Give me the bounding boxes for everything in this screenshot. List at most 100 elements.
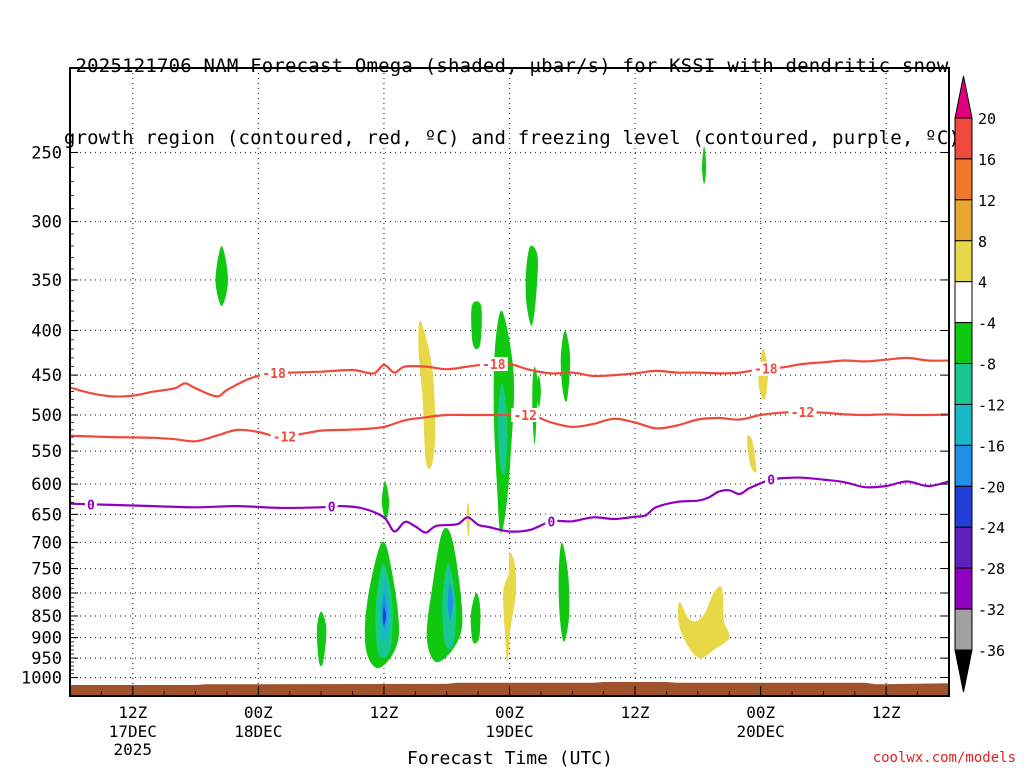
omega-region-upward-motion-1 xyxy=(215,246,228,307)
colorbar-bin xyxy=(954,567,973,610)
colorbar-bin xyxy=(954,444,973,487)
contour-label-bg xyxy=(511,408,540,423)
omega-region-subsidence-5 xyxy=(746,434,757,473)
contour-label-bg xyxy=(765,472,778,487)
colorbar-label: 16 xyxy=(978,151,996,169)
colorbar-label: -4 xyxy=(978,315,996,333)
omega-region-upward-motion-21 xyxy=(447,583,453,621)
omega-region-upward-motion-5 xyxy=(525,245,538,326)
colorbar-label: -28 xyxy=(978,560,1005,578)
contour-lines: -18 -18 -18 -12 -12 -12 0 0 0 0 xyxy=(70,356,949,534)
omega-region-upward-motion-20 xyxy=(382,607,386,625)
omega-region-upward-motion-9 xyxy=(381,480,390,521)
omega-region-upward-motion-6 xyxy=(532,366,538,445)
contour-label-bg xyxy=(84,497,97,512)
colorbar-label: 20 xyxy=(978,110,996,128)
contour-label: 0 xyxy=(547,515,555,530)
y-tick-label: 750 xyxy=(31,560,62,580)
omega-region-upward-motion-14 xyxy=(470,592,481,644)
colorbar: 20 16 12 8 4 -4 -8 -12 -16 -20 -24 -28 -32 -36 xyxy=(954,75,1005,693)
contour-label-bg xyxy=(788,404,817,419)
y-tick-label: 300 xyxy=(31,213,62,233)
colorbar-bin xyxy=(954,158,973,201)
x-tick-label-date: 18DEC xyxy=(234,722,282,741)
x-tick-label-time: 00Z xyxy=(244,703,273,722)
x-tick-label-date: 19DEC xyxy=(485,722,533,741)
contour-label: -18 xyxy=(754,363,778,378)
contour-label-bg xyxy=(325,499,338,514)
y-tick-label: 950 xyxy=(31,649,62,669)
contour-label: -12 xyxy=(513,409,536,424)
contour-label: 0 xyxy=(328,501,336,516)
contour-label: -12 xyxy=(273,430,296,445)
y-tick-label: 450 xyxy=(31,366,62,386)
colorbar-bin xyxy=(954,608,973,651)
y-tick-label: 400 xyxy=(31,322,62,342)
omega-region-subsidence-1 xyxy=(418,320,436,469)
y-tick-label: 650 xyxy=(31,505,62,525)
omega-region-subsidence-3 xyxy=(466,502,470,538)
colorbar-label: -32 xyxy=(978,601,1005,619)
contour-label: -12 xyxy=(791,406,814,421)
colorbar-bin-min xyxy=(954,649,973,693)
pressure-axis: 2503003504004505005506006507007508008509… xyxy=(21,144,949,689)
x-tick-label-time: 00Z xyxy=(495,703,524,722)
y-tick-label: 900 xyxy=(31,629,62,649)
omega-region-upward-motion-7 xyxy=(536,375,541,408)
colorbar-bin xyxy=(954,240,973,283)
y-tick-label: 250 xyxy=(31,144,62,164)
colorbar-label: -36 xyxy=(978,642,1005,660)
omega-region-upward-motion-8 xyxy=(560,330,571,402)
y-tick-label: 850 xyxy=(31,607,62,627)
omega-region-upward-motion-11 xyxy=(316,611,327,667)
omega-region-subsidence-2 xyxy=(503,552,517,663)
y-tick-label: 350 xyxy=(31,271,62,291)
omega-region-upward-motion-3 xyxy=(471,301,482,350)
y-tick-label: 800 xyxy=(31,584,62,604)
y-tick-label: 550 xyxy=(31,442,62,462)
x-tick-label-time: 12Z xyxy=(369,703,398,722)
contour-label-bg xyxy=(479,357,508,372)
contour-label: 0 xyxy=(767,474,775,489)
omega-region-subsidence-6 xyxy=(678,586,730,659)
contour-label: -18 xyxy=(262,367,286,382)
y-tick-label: 600 xyxy=(31,475,62,495)
x-tick-label-time: 12Z xyxy=(872,703,901,722)
colorbar-label: -24 xyxy=(978,519,1005,537)
colorbar-label: 12 xyxy=(978,192,996,210)
x-tick-label-date: 20DEC xyxy=(737,722,785,741)
x-tick-label-year: 2025 xyxy=(114,740,153,759)
contour-label-bg xyxy=(270,429,299,444)
colorbar-bin xyxy=(954,281,973,324)
colorbar-label: -12 xyxy=(978,396,1005,414)
colorbar-bin xyxy=(954,322,973,365)
colorbar-label: -16 xyxy=(978,437,1005,455)
omega-region-upward-motion-15 xyxy=(497,383,508,475)
colorbar-bin xyxy=(954,199,973,242)
credit-text: coolwx.com/models xyxy=(872,750,1016,766)
y-tick-label: 500 xyxy=(31,406,62,426)
colorbar-bin xyxy=(954,363,973,405)
contour-label-bg xyxy=(751,361,780,376)
omega-region-upward-motion-10 xyxy=(558,542,570,642)
colorbar-bin xyxy=(954,403,973,446)
contour-line xyxy=(70,476,949,534)
y-tick-label: 700 xyxy=(31,533,62,553)
x-tick-label-time: 12Z xyxy=(621,703,650,722)
colorbar-label: -20 xyxy=(978,478,1005,496)
contour-label: 0 xyxy=(87,498,95,513)
y-tick-label: 1000 xyxy=(21,669,62,689)
x-axis-label: Forecast Time (UTC) xyxy=(407,748,613,768)
contour-label: -18 xyxy=(482,358,506,373)
x-tick-label-time: 00Z xyxy=(746,703,775,722)
colorbar-bin xyxy=(954,485,973,528)
x-tick-label-date: 17DEC xyxy=(109,722,157,741)
colorbar-bin xyxy=(954,117,973,160)
omega-shading xyxy=(215,146,769,669)
colorbar-bin-max xyxy=(954,75,973,119)
x-tick-label-time: 12Z xyxy=(118,703,147,722)
contour-label-bg xyxy=(260,366,289,381)
colorbar-label: -8 xyxy=(978,356,996,374)
